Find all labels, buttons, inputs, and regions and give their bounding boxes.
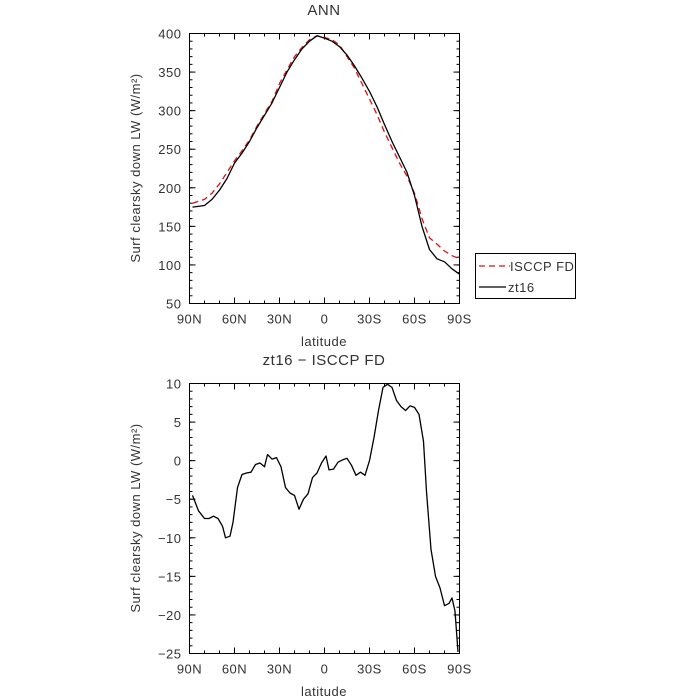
top-x-tick-label: 90N xyxy=(177,312,202,327)
top-y-axis-title: Surf clearsky down LW (W/m²) xyxy=(128,73,143,262)
chart-marks: 90N 60N 30N 0 30S 60S 90S501001502002503003504… xyxy=(158,27,472,677)
bottom-x-tick-label: 90S xyxy=(447,662,472,677)
top-y-tick-label: 200 xyxy=(158,181,181,196)
top-series-line-isccp-fd xyxy=(192,35,460,260)
bottom-x-tick-label: 30N xyxy=(267,662,292,677)
top-y-tick-label: 250 xyxy=(158,142,181,157)
top-chart-title: ANN xyxy=(307,2,340,19)
bottom-y-tick-label: −10 xyxy=(158,531,182,546)
bottom-y-tick-label: 0 xyxy=(174,454,182,469)
legend-label-zt16: zt16 xyxy=(508,280,535,295)
top-x-tick-label: 30N xyxy=(267,312,292,327)
bottom-series-line-difference xyxy=(191,383,459,653)
top-y-tick-label: 150 xyxy=(158,219,181,234)
bottom-plot-frame xyxy=(189,383,460,654)
bottom-y-tick-label: 10 xyxy=(166,377,181,392)
bottom-y-tick-label: 5 xyxy=(174,415,182,430)
top-y-tick-label: 350 xyxy=(158,65,181,80)
top-series-line-zt16 xyxy=(192,35,460,275)
legend: ISCCP FD zt16 xyxy=(475,253,576,299)
legend-box xyxy=(475,253,576,299)
bottom-chart-title: zt16 − ISCCP FD xyxy=(263,352,386,369)
bottom-y-tick-label: −20 xyxy=(158,608,182,623)
top-y-tick-label: 300 xyxy=(158,104,181,119)
top-y-tick-label: 50 xyxy=(166,297,181,312)
top-x-tick-label: 90S xyxy=(447,312,472,327)
bottom-y-tick-label: −5 xyxy=(166,492,182,507)
bottom-y-tick-label: −25 xyxy=(158,647,182,662)
top-x-tick-label: 60N xyxy=(222,312,247,327)
top-x-tick-label: 30S xyxy=(357,312,382,327)
bottom-x-tick-label: 0 xyxy=(321,662,329,677)
top-x-tick-label: 60S xyxy=(402,312,427,327)
bottom-y-tick-label: −15 xyxy=(158,569,182,584)
top-y-tick-label: 100 xyxy=(158,258,181,273)
bottom-x-tick-label: 90N xyxy=(177,662,202,677)
bottom-y-axis-title: Surf clearsky down LW (W/m²) xyxy=(128,423,143,612)
bottom-x-tick-label: 60N xyxy=(222,662,247,677)
bottom-x-axis-title: latitude xyxy=(301,684,347,699)
bottom-x-tick-label: 60S xyxy=(402,662,427,677)
top-y-tick-label: 400 xyxy=(158,27,181,42)
top-x-tick-label: 0 xyxy=(321,312,329,327)
top-x-axis-title: latitude xyxy=(301,334,347,349)
legend-label-isccp: ISCCP FD xyxy=(510,259,574,274)
bottom-x-tick-label: 30S xyxy=(357,662,382,677)
